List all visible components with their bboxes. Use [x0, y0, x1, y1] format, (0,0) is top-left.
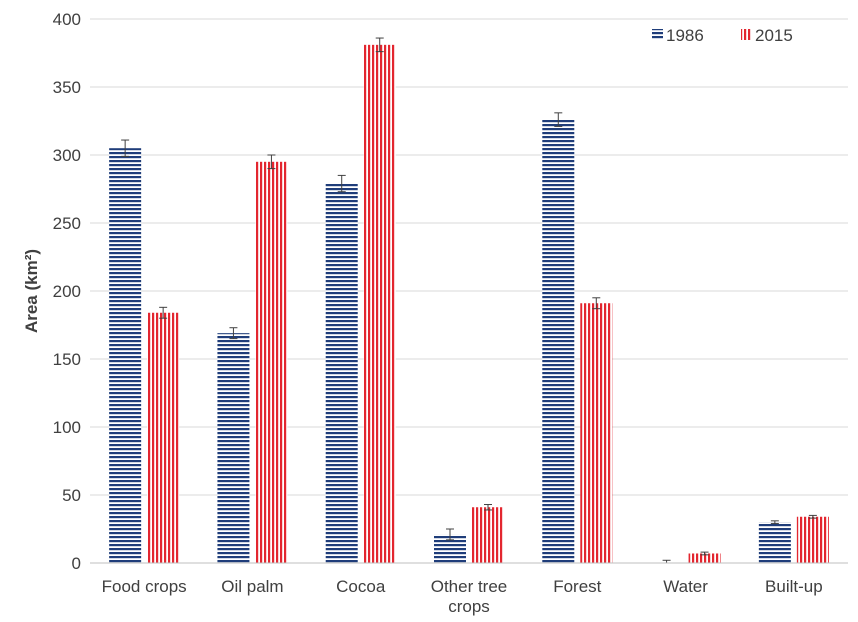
- y-tick-label: 100: [53, 418, 81, 437]
- bar-2015-1: [255, 161, 288, 564]
- error-bars-layer: [121, 37, 817, 564]
- y-tick-label: 400: [53, 10, 81, 29]
- error-bar: [121, 139, 130, 157]
- y-axis-title: Area (km²): [22, 249, 41, 333]
- bar-2015-3: [472, 507, 504, 563]
- bar-1986-6: [758, 522, 791, 563]
- x-tick-label: Other tree crops: [431, 577, 508, 616]
- error-bar: [267, 154, 276, 170]
- legend-swatch: [652, 29, 663, 40]
- bar-1986-1: [217, 333, 250, 563]
- bar-2015-5: [688, 553, 721, 563]
- bar-1986-4: [542, 119, 575, 563]
- y-tick-label: 200: [53, 282, 81, 301]
- error-bar: [770, 520, 779, 525]
- bar-1986-2: [325, 183, 358, 563]
- x-tick-label-line: Water: [663, 577, 708, 596]
- error-bar: [229, 327, 238, 340]
- x-axis-ticks: Food crops Oil palm Cocoa Other tree crops Fo…: [102, 577, 823, 616]
- error-bar: [159, 306, 168, 319]
- x-tick-label: Oil palm: [221, 577, 283, 596]
- error-bar: [446, 528, 454, 541]
- y-tick-label: 350: [53, 78, 81, 97]
- bar-2015-4: [580, 303, 613, 563]
- error-bar: [337, 174, 346, 193]
- bar-2015-2: [363, 44, 396, 563]
- bars-layer: [109, 44, 829, 564]
- x-tick-label: Food crops: [102, 577, 187, 596]
- y-axis-ticks: 0 50 100 150 200 250 300 350 400: [53, 10, 81, 573]
- bar-2015-0: [147, 312, 180, 563]
- legend-label: 2015: [755, 26, 793, 45]
- x-tick-label: Built-up: [765, 577, 823, 596]
- x-tick-label-line: Other tree: [431, 577, 508, 596]
- x-tick-label-line: Forest: [553, 577, 601, 596]
- x-tick-label: Water: [663, 577, 708, 596]
- y-tick-label: 150: [53, 350, 81, 369]
- gridlines: [90, 18, 848, 496]
- x-tick-label-line: Built-up: [765, 577, 823, 596]
- legend-swatch: [741, 29, 752, 40]
- x-tick-label-line: Oil palm: [221, 577, 283, 596]
- error-bar: [484, 504, 492, 511]
- x-tick-label-line: Cocoa: [336, 577, 386, 596]
- y-tick-label: 0: [72, 554, 81, 573]
- error-bar: [808, 514, 817, 519]
- error-bar: [592, 297, 601, 310]
- x-tick-label: Cocoa: [336, 577, 386, 596]
- bar-2015-6: [796, 516, 829, 563]
- legend-label: 1986: [666, 26, 704, 45]
- y-tick-label: 300: [53, 146, 81, 165]
- error-bar: [375, 37, 384, 53]
- error-bar: [700, 551, 709, 556]
- x-tick-label: Forest: [553, 577, 601, 596]
- y-tick-label: 50: [62, 486, 81, 505]
- x-tick-label-line: crops: [448, 597, 490, 616]
- legend-item-1986: 1986: [652, 26, 704, 45]
- error-bar: [554, 112, 563, 127]
- x-tick-label-line: Food crops: [102, 577, 187, 596]
- legend: 1986 2015: [652, 26, 793, 45]
- legend-item-2015: 2015: [741, 26, 793, 45]
- y-tick-label: 250: [53, 214, 81, 233]
- bar-1986-0: [109, 148, 142, 563]
